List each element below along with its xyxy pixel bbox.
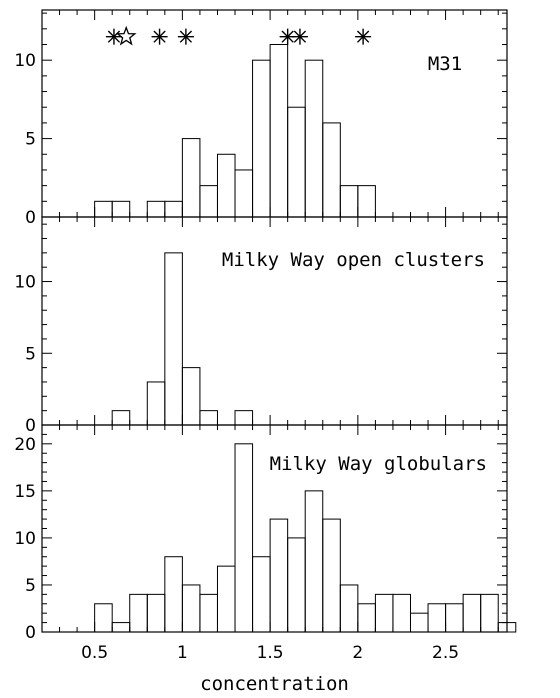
bar-bottom-10 — [269, 518, 289, 633]
x-axis-label: concentration — [200, 673, 349, 695]
bar-middle-3 — [164, 252, 183, 426]
panel-label-bottom: Milky Way globulars — [270, 453, 487, 475]
ytick-label-middle-1: 5 — [25, 344, 36, 364]
bar-bottom-14 — [339, 584, 359, 633]
bar-top-7 — [216, 153, 236, 218]
marker-open-star-1 — [115, 25, 137, 46]
panel-label-top: M31 — [428, 53, 462, 75]
bar-bottom-7 — [216, 565, 236, 633]
bar-top-0 — [94, 200, 113, 218]
ytick-label-middle-0: 0 — [25, 416, 36, 436]
bar-top-15 — [357, 185, 376, 218]
bar-middle-4 — [181, 367, 201, 426]
bar-top-10 — [269, 44, 289, 218]
bar-top-6 — [199, 185, 218, 218]
bar-bottom-1 — [111, 622, 131, 633]
marker-asterisk-0 — [105, 28, 122, 45]
bar-bottom-2 — [129, 593, 148, 633]
bar-bottom-9 — [252, 556, 271, 633]
ytick-label-bottom-3: 15 — [14, 482, 36, 502]
bar-bottom-20 — [445, 603, 464, 633]
bar-top-14 — [339, 185, 359, 218]
ytick-label-middle-2: 10 — [14, 273, 36, 293]
ytick-label-bottom-1: 5 — [25, 576, 36, 596]
bar-bottom-17 — [392, 593, 411, 633]
marker-asterisk-3 — [177, 28, 194, 45]
xtick-label-1: 1 — [177, 643, 188, 663]
bar-middle-5 — [199, 410, 218, 426]
xtick-label-4: 2.5 — [432, 643, 459, 663]
bar-bottom-15 — [357, 603, 376, 633]
bar-bottom-16 — [374, 593, 394, 633]
bar-bottom-5 — [181, 584, 201, 633]
ytick-label-bottom-0: 0 — [25, 623, 36, 643]
xtick-label-3: 2 — [352, 643, 363, 663]
xtick-label-2: 1.5 — [257, 643, 284, 663]
ytick-label-top-1: 5 — [25, 130, 36, 150]
panel-label-middle: Milky Way open clusters — [222, 249, 485, 271]
bar-top-9 — [252, 59, 271, 218]
bar-middle-7 — [234, 410, 254, 426]
bar-top-12 — [304, 59, 324, 218]
bar-bottom-11 — [287, 537, 306, 633]
bar-bottom-6 — [199, 593, 218, 633]
bar-top-13 — [322, 122, 341, 218]
bar-bottom-12 — [304, 490, 324, 633]
panel-top: 0 5 10 M31 — [14, 9, 508, 228]
xtick-label-0: 0.5 — [81, 643, 108, 663]
bar-bottom-18 — [409, 612, 429, 633]
bar-bottom-21 — [462, 593, 482, 633]
bar-top-8 — [234, 169, 254, 218]
bar-bottom-0 — [94, 603, 113, 633]
bar-middle-2 — [146, 381, 166, 426]
panel-bottom: 0 5 10 15 20 Milky Way globulars 0.5 1 1.5 2 2.5 co… — [14, 424, 517, 695]
marker-asterisk-5 — [291, 28, 308, 45]
bar-top-5 — [181, 138, 201, 218]
bar-bottom-13 — [322, 518, 341, 633]
bar-bottom-8 — [234, 443, 254, 633]
ytick-label-top-2: 10 — [14, 51, 36, 71]
bar-top-4 — [164, 200, 183, 218]
marker-asterisk-2 — [151, 28, 168, 45]
marker-asterisk-6 — [355, 28, 372, 45]
ytick-label-bottom-2: 10 — [14, 529, 36, 549]
bar-top-1 — [111, 200, 131, 218]
bar-bottom-19 — [427, 603, 447, 633]
bar-bottom-22 — [480, 593, 499, 633]
ytick-label-top-0: 0 — [25, 208, 36, 228]
panel-middle: 0 5 10 Milky Way open clusters — [14, 216, 508, 436]
ytick-label-bottom-4: 20 — [14, 435, 36, 455]
bar-middle-0 — [111, 410, 131, 426]
bar-bottom-4 — [164, 556, 183, 633]
bar-top-11 — [287, 106, 306, 218]
bar-bottom-3 — [146, 593, 166, 633]
plot-frame-top — [41, 9, 508, 218]
bar-top-3 — [146, 200, 166, 218]
